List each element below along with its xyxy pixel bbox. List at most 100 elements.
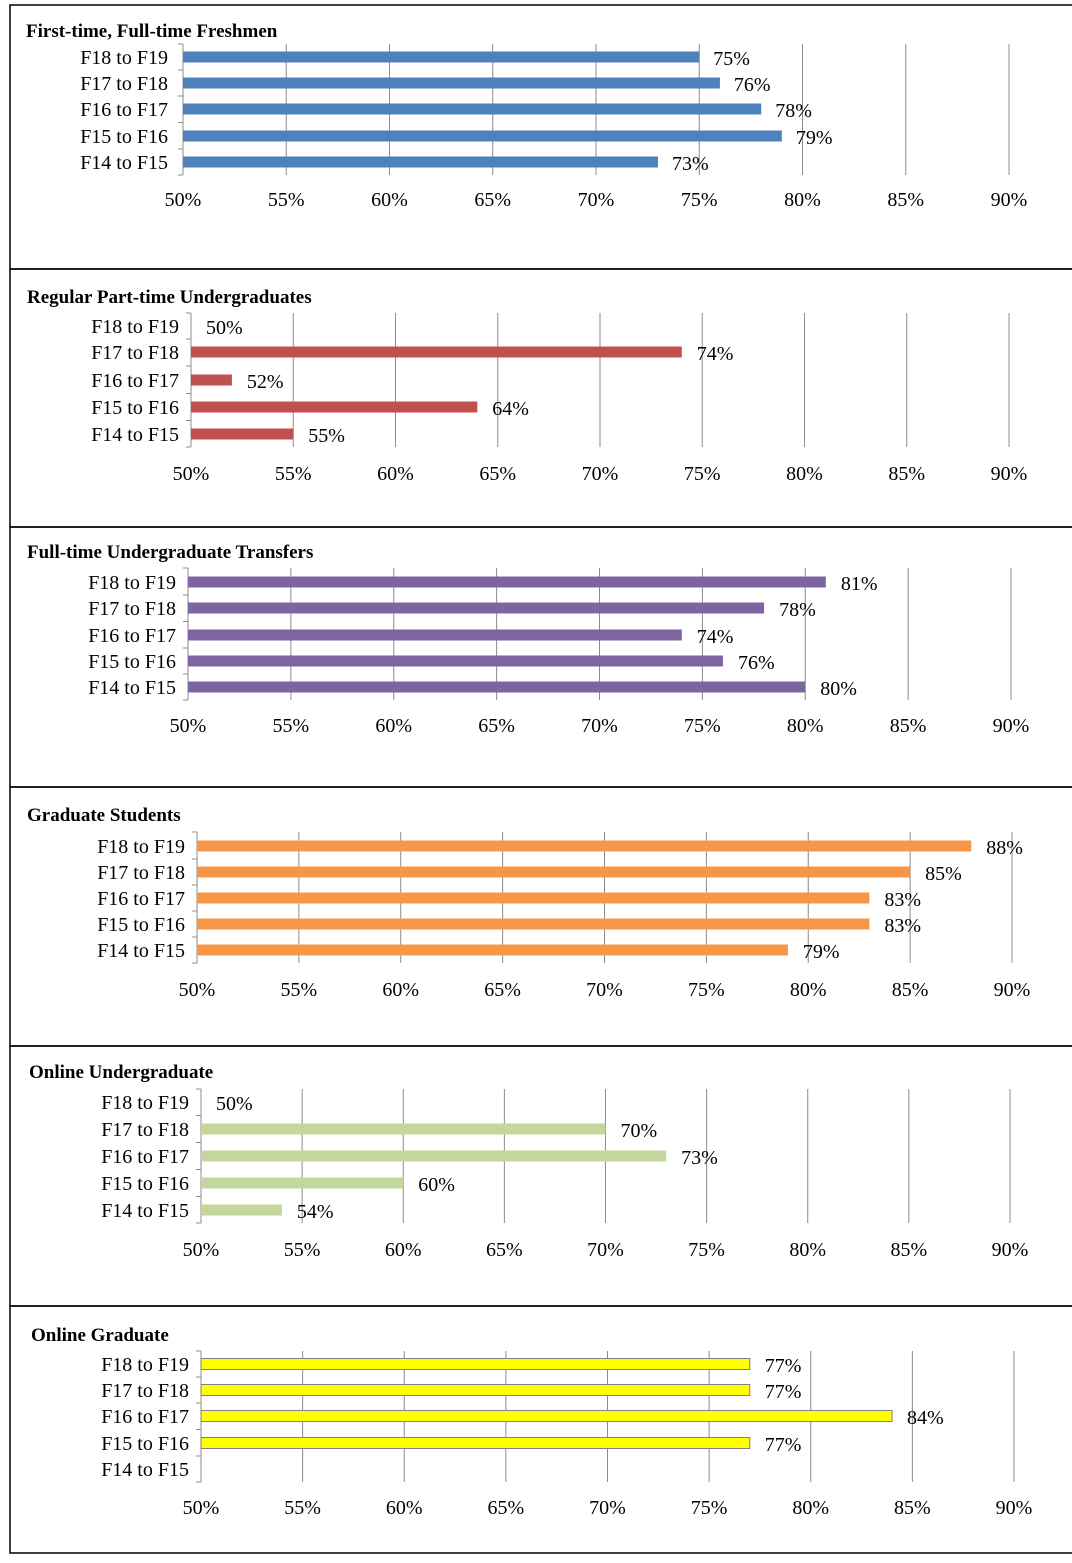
category-label: F17 to F18 xyxy=(101,1380,189,1402)
category-label: F18 to F19 xyxy=(97,836,185,858)
bar xyxy=(201,1177,404,1189)
data-label: 78% xyxy=(775,100,812,122)
data-label: 81% xyxy=(841,573,878,595)
bar xyxy=(197,918,870,930)
category-label: F18 to F19 xyxy=(91,316,179,338)
data-label: 75% xyxy=(713,48,750,70)
bar xyxy=(191,346,682,358)
chart-title: Graduate Students xyxy=(27,805,181,826)
data-label: 80% xyxy=(820,678,857,700)
category-label: F15 to F16 xyxy=(80,126,168,148)
x-tick-label: 80% xyxy=(784,189,821,211)
bar xyxy=(201,1204,282,1216)
data-label: 77% xyxy=(765,1355,802,1377)
category-label: F15 to F16 xyxy=(88,651,176,673)
data-label: 74% xyxy=(697,343,734,365)
category-label: F17 to F18 xyxy=(80,73,168,95)
category-label: F18 to F19 xyxy=(101,1354,189,1376)
bar xyxy=(188,655,723,667)
x-tick-label: 85% xyxy=(890,715,927,737)
chart-title: First-time, Full-time Freshmen xyxy=(26,21,278,42)
chart-title: Regular Part-time Undergraduates xyxy=(27,287,312,308)
x-tick-label: 65% xyxy=(484,979,521,1001)
category-label: F16 to F17 xyxy=(101,1406,189,1428)
category-label: F15 to F16 xyxy=(97,914,185,936)
x-tick-label: 55% xyxy=(281,979,318,1001)
x-tick-label: 55% xyxy=(268,189,305,211)
bar xyxy=(200,1437,751,1449)
x-tick-label: 85% xyxy=(887,189,924,211)
x-tick-label: 70% xyxy=(578,189,615,211)
data-label: 50% xyxy=(216,1093,253,1115)
data-label: 64% xyxy=(492,398,529,420)
bar xyxy=(183,51,700,63)
bar xyxy=(200,1358,751,1370)
category-label: F14 to F15 xyxy=(88,677,176,699)
category-label: F16 to F17 xyxy=(101,1146,189,1168)
x-tick-label: 90% xyxy=(993,715,1030,737)
x-tick-label: 75% xyxy=(681,189,718,211)
category-label: F17 to F18 xyxy=(97,862,185,884)
bar xyxy=(200,1384,751,1396)
bar xyxy=(191,401,478,413)
category-label: F14 to F15 xyxy=(80,152,168,174)
data-label: 50% xyxy=(206,317,243,339)
bar xyxy=(197,840,972,852)
data-label: 73% xyxy=(672,153,709,175)
data-label: 85% xyxy=(925,863,962,885)
x-tick-label: 60% xyxy=(375,715,412,737)
x-tick-label: 55% xyxy=(273,715,310,737)
data-label: 76% xyxy=(738,652,775,674)
category-label: F18 to F19 xyxy=(101,1092,189,1114)
x-tick-label: 55% xyxy=(275,463,312,485)
bar xyxy=(197,944,788,956)
data-label: 55% xyxy=(308,425,345,447)
x-tick-label: 85% xyxy=(891,1239,928,1261)
bar xyxy=(183,156,658,168)
data-label: 52% xyxy=(247,371,284,393)
x-tick-label: 85% xyxy=(888,463,925,485)
x-tick-label: 65% xyxy=(479,463,516,485)
x-tick-label: 75% xyxy=(688,1239,725,1261)
x-tick-label: 65% xyxy=(478,715,515,737)
data-label: 83% xyxy=(884,915,921,937)
x-tick-label: 80% xyxy=(790,979,827,1001)
category-label: F15 to F16 xyxy=(101,1433,189,1455)
category-label: F14 to F15 xyxy=(101,1200,189,1222)
category-label: F14 to F15 xyxy=(91,424,179,446)
chart-title: Online Undergraduate xyxy=(29,1062,213,1083)
chart-title: Online Graduate xyxy=(31,1325,169,1346)
x-tick-label: 90% xyxy=(994,979,1031,1001)
data-label: 83% xyxy=(884,889,921,911)
x-tick-label: 50% xyxy=(179,979,216,1001)
x-tick-label: 65% xyxy=(488,1497,525,1519)
x-tick-label: 70% xyxy=(586,979,623,1001)
x-tick-label: 85% xyxy=(892,979,929,1001)
x-tick-label: 90% xyxy=(992,1239,1029,1261)
category-label: F17 to F18 xyxy=(88,598,176,620)
x-tick-label: 65% xyxy=(486,1239,523,1261)
category-label: F16 to F17 xyxy=(88,625,176,647)
bar xyxy=(188,576,826,588)
panel-frame xyxy=(9,1305,1072,1554)
x-tick-label: 90% xyxy=(996,1497,1033,1519)
x-tick-label: 50% xyxy=(183,1497,220,1519)
category-label: F16 to F17 xyxy=(91,370,179,392)
x-tick-label: 80% xyxy=(792,1497,829,1519)
bar xyxy=(191,428,294,440)
chart-panel-2: Regular Part-time Undergraduates 50% 55% 60… xyxy=(9,268,1072,528)
x-tick-label: 60% xyxy=(382,979,419,1001)
x-tick-label: 50% xyxy=(170,715,207,737)
bar xyxy=(183,103,762,115)
data-label: 78% xyxy=(779,599,816,621)
x-tick-label: 55% xyxy=(284,1497,321,1519)
chart-panel-1: First-time, Full-time Freshmen 50% 55% 60% 6… xyxy=(9,4,1072,270)
x-tick-label: 70% xyxy=(582,463,619,485)
bar xyxy=(183,77,720,89)
x-tick-label: 60% xyxy=(377,463,414,485)
chart-title: Full-time Undergraduate Transfers xyxy=(27,542,313,563)
bar xyxy=(188,602,765,614)
data-label: 60% xyxy=(418,1174,455,1196)
